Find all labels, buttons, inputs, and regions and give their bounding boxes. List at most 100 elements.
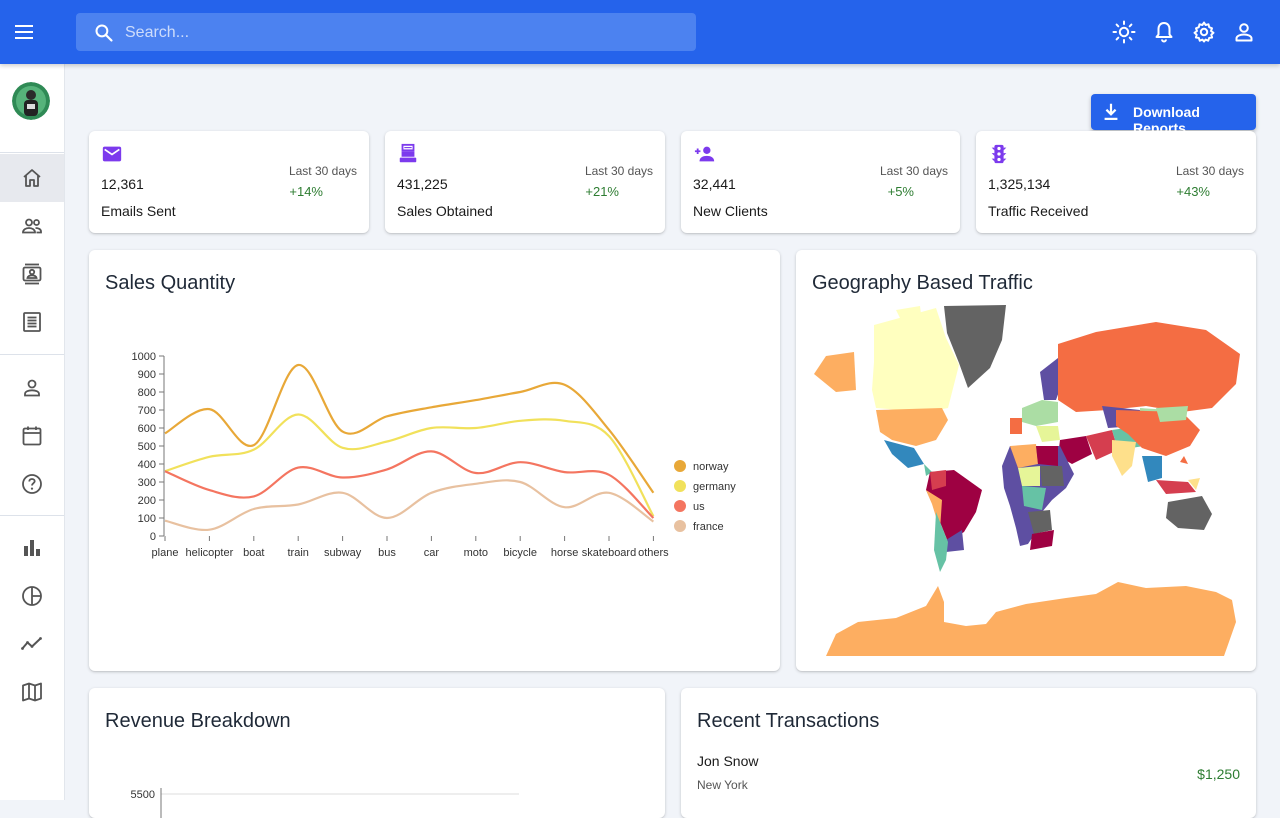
stat-period: Last 30 days [879, 164, 948, 178]
download-reports-button[interactable]: Download Reports [1091, 94, 1256, 136]
y-axis-tick-label: 900 [138, 369, 156, 381]
x-axis-tick-label: subway [324, 547, 362, 559]
search-input[interactable] [123, 13, 687, 53]
map-region [1010, 418, 1022, 434]
sidebar-item-team[interactable] [0, 202, 64, 250]
contacts-icon [22, 263, 42, 285]
avatar[interactable] [12, 82, 50, 120]
y-axis-tick-label: 300 [138, 477, 156, 489]
map-region [1086, 430, 1118, 460]
sidebar-item-profile[interactable] [0, 364, 64, 412]
map-region [1022, 400, 1058, 426]
series-line-norway [164, 363, 655, 494]
email-icon [102, 146, 122, 162]
download-icon [1104, 103, 1118, 120]
stat-change: +5% [887, 184, 914, 199]
y-axis-tick-label: 400 [138, 459, 156, 471]
sun-icon[interactable] [1112, 20, 1136, 44]
map-region [1040, 466, 1064, 486]
x-axis-tick-label: helicopter [186, 547, 234, 559]
x-axis-tick-label: plane [152, 547, 179, 559]
map-region [1058, 436, 1092, 464]
bell-icon[interactable] [1152, 20, 1176, 44]
legend-label-norway: norway [693, 461, 729, 473]
stat-value: 32,441 [693, 176, 736, 192]
x-axis-tick-label: bicycle [503, 547, 537, 559]
sidebar-item-line-chart[interactable] [0, 620, 64, 668]
map-region [1142, 456, 1162, 482]
sidebar-item-invoices[interactable] [0, 298, 64, 346]
stat-value: 12,361 [101, 176, 144, 192]
search-box [76, 13, 696, 53]
map-region [1010, 444, 1038, 468]
map-region [1166, 496, 1212, 530]
y-axis-tick-label: 500 [138, 441, 156, 453]
recent-transactions-card: Recent Transactions Jon Snow New York $1… [681, 688, 1256, 818]
revenue-chart-axis: 5500 [131, 788, 519, 818]
map-region [1030, 530, 1054, 550]
menu-icon-bar [15, 31, 33, 33]
map-region [1028, 510, 1052, 534]
menu-icon-bar [15, 37, 33, 39]
calendar-icon [22, 426, 42, 446]
legend-label-france: france [693, 521, 724, 533]
stat-card-emails: 12,361 Emails Sent Last 30 days +14% [89, 131, 369, 233]
revenue-breakdown-title: Revenue Breakdown [105, 710, 291, 732]
y-axis-tick-label: 100 [138, 513, 156, 525]
x-axis-tick-label: boat [243, 547, 264, 559]
sidebar-item-bar-chart[interactable] [0, 524, 64, 572]
map-region [1188, 478, 1200, 490]
map-region [944, 305, 1006, 388]
traffic-icon [991, 144, 1007, 164]
map-region [1180, 456, 1188, 464]
geography-card: Geography Based Traffic [796, 250, 1256, 671]
sidebar-item-faq[interactable] [0, 460, 64, 508]
stat-period: Last 30 days [288, 164, 357, 178]
menu-button[interactable] [12, 20, 38, 44]
transaction-name: Jon Snow [697, 753, 759, 769]
user-icon[interactable] [1232, 20, 1256, 44]
legend-marker-norway [674, 460, 686, 472]
x-axis-tick-label: horse [551, 547, 579, 559]
sidebar-item-calendar[interactable] [0, 412, 64, 460]
map-region [814, 352, 856, 392]
world-map[interactable] [796, 250, 1256, 671]
sales-quantity-chart: 0 100 200 300 400 500 600 700 800 900 1000 plane hel… [132, 351, 737, 559]
map-region [934, 512, 948, 572]
line-chart-icon [21, 637, 42, 650]
person-add-icon [694, 146, 715, 162]
menu-icon-bar [15, 25, 33, 27]
map-region [1022, 486, 1046, 510]
avatar-image [12, 82, 50, 120]
stat-change: +21% [585, 184, 619, 199]
sidebar-item-geography[interactable] [0, 668, 64, 716]
geography-title: Geography Based Traffic [812, 272, 1033, 294]
top-bar [0, 0, 1280, 64]
stat-label: New Clients [693, 203, 768, 219]
sidebar [0, 64, 65, 800]
home-icon [23, 169, 41, 187]
settings-icon[interactable] [1192, 20, 1216, 44]
map-region [1156, 480, 1196, 494]
sidebar-divider [0, 515, 64, 516]
map-region [826, 582, 1236, 656]
stat-label: Traffic Received [988, 203, 1089, 219]
y-axis-tick-label: 600 [138, 423, 156, 435]
x-axis-tick-label: others [638, 547, 669, 559]
map-region [1036, 426, 1060, 442]
sidebar-item-contacts[interactable] [0, 250, 64, 298]
legend-marker-germany [674, 480, 686, 492]
sidebar-divider [0, 152, 64, 153]
sales-quantity-title: Sales Quantity [105, 272, 236, 294]
sidebar-item-home[interactable] [0, 154, 64, 202]
sidebar-item-pie-chart[interactable] [0, 572, 64, 620]
transaction-amount: $1,250 [1197, 766, 1240, 782]
map-region [1036, 446, 1058, 466]
x-axis-tick-label: bus [378, 547, 396, 559]
stat-period: Last 30 days [1175, 164, 1244, 178]
stat-label: Emails Sent [101, 203, 176, 219]
receipt-icon [23, 312, 41, 332]
stat-card-clients: 32,441 New Clients Last 30 days +5% [681, 131, 960, 233]
revenue-axis-tick: 5500 [131, 789, 155, 801]
map-region [872, 308, 959, 412]
